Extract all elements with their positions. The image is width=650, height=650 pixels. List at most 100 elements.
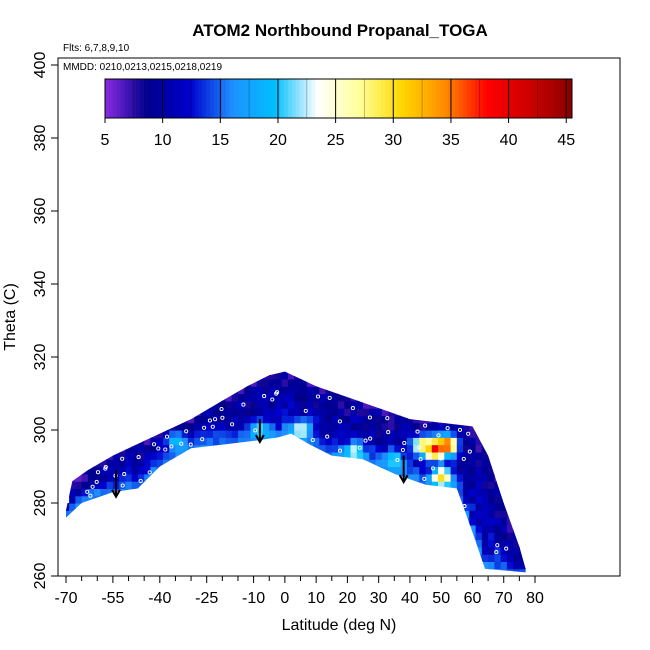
heat-cell bbox=[269, 371, 277, 380]
heat-cell bbox=[81, 473, 89, 482]
heat-cell bbox=[469, 532, 477, 541]
heat-cell bbox=[106, 451, 114, 460]
heat-cell bbox=[338, 451, 345, 460]
colorbar-segment bbox=[175, 79, 180, 118]
heat-cell bbox=[250, 415, 258, 424]
heat-cell bbox=[66, 510, 70, 519]
colorbar-segment bbox=[412, 79, 417, 118]
sample-point bbox=[85, 489, 90, 494]
heat-cell bbox=[388, 451, 395, 460]
heat-cell bbox=[394, 437, 402, 446]
colorbar-segment bbox=[248, 79, 254, 118]
heat-cell bbox=[519, 576, 526, 584]
heat-cell bbox=[406, 422, 414, 431]
heat-cell bbox=[194, 408, 202, 416]
heat-cell bbox=[137, 466, 145, 475]
colorbar-segment bbox=[439, 79, 444, 118]
heat-cell bbox=[194, 451, 202, 460]
heat-cell bbox=[406, 451, 414, 460]
heat-cell bbox=[413, 481, 420, 489]
heat-cell bbox=[338, 430, 345, 438]
heat-cell bbox=[419, 488, 427, 497]
colorbar-segment bbox=[264, 79, 269, 118]
heat-cell bbox=[250, 430, 258, 438]
heat-cell bbox=[494, 510, 502, 519]
heat-cell bbox=[381, 408, 389, 416]
heat-cell bbox=[338, 422, 345, 431]
heat-cell bbox=[494, 524, 502, 533]
heat-cell bbox=[325, 444, 333, 453]
heat-cell bbox=[388, 408, 395, 416]
heat-cell bbox=[263, 408, 270, 416]
heat-cell bbox=[244, 378, 252, 387]
heat-cell bbox=[338, 444, 345, 453]
heat-cell bbox=[66, 517, 70, 526]
heat-cell bbox=[494, 532, 502, 541]
heat-cell bbox=[169, 444, 177, 453]
colorbar-segment bbox=[443, 79, 448, 118]
heat-cell bbox=[263, 393, 270, 402]
heat-cell bbox=[394, 408, 402, 416]
heat-cell bbox=[106, 473, 114, 482]
colorbar-segment bbox=[190, 79, 195, 118]
heat-cell bbox=[375, 451, 383, 460]
heat-cell bbox=[156, 459, 164, 468]
heat-cell bbox=[150, 422, 158, 431]
heat-cell bbox=[81, 466, 89, 475]
heat-cell bbox=[475, 517, 483, 526]
heat-cell bbox=[413, 488, 420, 497]
heat-cell bbox=[319, 451, 327, 460]
heat-cell bbox=[394, 422, 402, 431]
sample-point bbox=[402, 440, 407, 446]
heat-cell bbox=[456, 481, 464, 489]
heat-cell bbox=[112, 451, 120, 460]
heat-cell bbox=[119, 444, 127, 453]
heat-cell bbox=[137, 430, 145, 438]
heat-cell bbox=[425, 415, 433, 424]
colorbar-segment bbox=[140, 79, 145, 118]
heat-cell bbox=[488, 473, 495, 482]
heat-cell bbox=[469, 444, 477, 453]
heat-cell bbox=[475, 459, 483, 468]
heat-cell bbox=[106, 444, 114, 453]
heat-cell bbox=[450, 473, 458, 482]
plot-frame bbox=[57, 57, 621, 577]
heat-cell bbox=[481, 561, 489, 570]
heat-cell bbox=[281, 393, 289, 402]
heat-cell bbox=[463, 503, 470, 511]
colorbar-segment bbox=[482, 79, 487, 118]
heat-cell bbox=[469, 524, 477, 533]
heat-cell bbox=[469, 422, 477, 431]
heat-cell bbox=[300, 378, 308, 387]
heat-cell bbox=[244, 422, 252, 431]
heat-cell bbox=[169, 437, 177, 446]
heat-cell bbox=[344, 444, 352, 453]
colorbar-segment bbox=[128, 79, 133, 118]
colorbar-segment bbox=[108, 79, 114, 118]
heat-cell bbox=[488, 488, 495, 497]
heat-cell bbox=[413, 444, 420, 453]
heat-cell bbox=[488, 503, 495, 511]
heat-cell bbox=[250, 422, 258, 431]
colorbar-segment bbox=[377, 79, 382, 118]
heat-cell bbox=[438, 481, 445, 489]
heat-cell bbox=[300, 393, 308, 402]
heat-cell bbox=[263, 371, 270, 380]
heat-cell bbox=[144, 481, 152, 489]
heat-cell bbox=[488, 510, 495, 519]
heat-cell bbox=[400, 408, 408, 416]
heat-cell bbox=[356, 437, 364, 446]
heat-cell bbox=[438, 430, 445, 438]
heat-cell bbox=[263, 444, 270, 453]
heat-cell bbox=[394, 400, 402, 409]
colorbar-segment bbox=[533, 79, 538, 118]
heat-cell bbox=[456, 422, 464, 431]
sample-point bbox=[357, 445, 362, 450]
colorbar-segment bbox=[486, 79, 491, 118]
heat-cell bbox=[369, 451, 377, 460]
sample-point bbox=[253, 428, 258, 433]
colorbar-tick-label: 40 bbox=[500, 132, 518, 149]
heat-cell bbox=[394, 481, 402, 489]
heat-cell bbox=[469, 517, 477, 526]
heat-cell bbox=[81, 488, 89, 497]
